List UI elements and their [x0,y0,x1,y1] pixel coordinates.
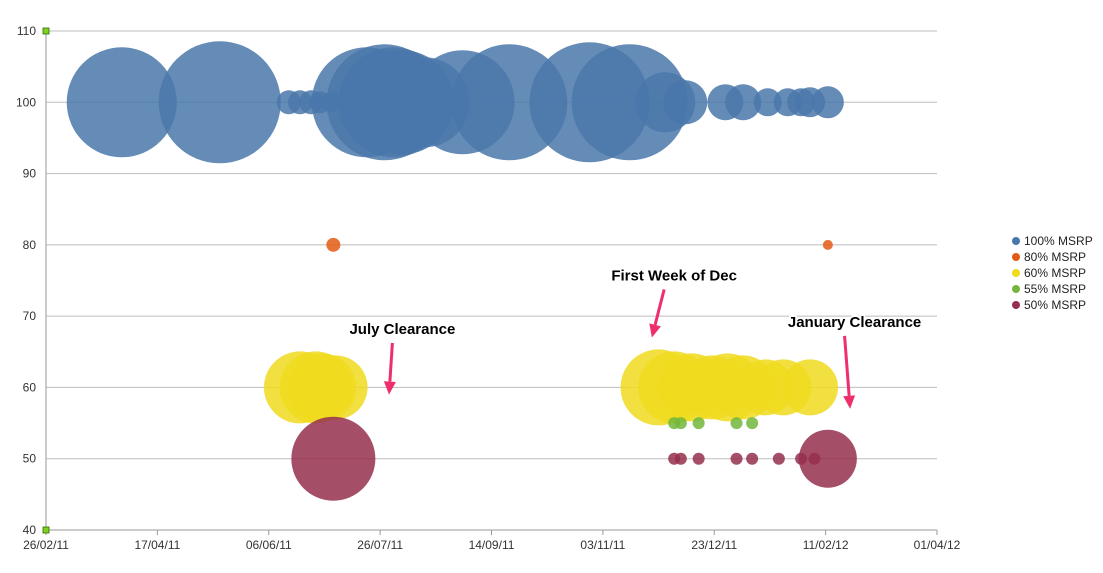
bubble [674,452,687,465]
x-tick-label: 01/04/12 [914,538,961,552]
bubble [753,88,782,117]
bubble [730,452,743,465]
y-tick-label: 60 [23,380,37,394]
annotation-arrowhead [383,381,396,395]
legend-marker [1012,269,1020,277]
bubble [746,452,759,465]
bubble [158,41,281,164]
annotation-arrowhead [843,395,856,409]
bubble [674,417,687,430]
bubble [692,417,705,430]
legend-marker [1012,301,1020,309]
x-tick-label: 11/02/12 [803,538,849,552]
bubble [66,47,177,158]
bubble [772,452,785,465]
annotation-arrow [653,289,666,326]
bubbles-layer [66,41,857,501]
legend-marker [1012,253,1020,261]
x-tick-label: 23/12/11 [691,538,737,552]
y-tick-label: 80 [23,238,37,252]
annotation-arrow [843,335,851,396]
legend-marker [1012,285,1020,293]
x-tick-label: 06/06/11 [246,538,292,552]
x-tick-label: 17/04/11 [134,538,180,552]
x-tick-label: 03/11/11 [580,538,625,552]
y-tick-label: 70 [23,309,37,323]
bubble [798,429,857,488]
bubble [692,452,705,465]
x-tick-label: 26/07/11 [357,538,403,552]
legend-label: 55% MSRP [1024,282,1086,296]
y-tick-label: 90 [23,167,37,181]
annotation-arrow [388,342,394,382]
legend-label: 60% MSRP [1024,266,1086,280]
legend: 100% MSRP 80% MSRP 60% MSRP 55% MSRP 50% MSR… [1012,234,1093,312]
bubble [730,417,743,430]
bubble [326,237,341,252]
bubble [822,239,833,250]
bubble [663,80,708,125]
y-tick-label: 50 [23,452,37,466]
annotation-arrowhead [649,323,661,338]
x-tick-label: 14/09/11 [469,538,515,552]
annotation-label: July Clearance [349,321,455,338]
annotations-layer: July Clearance First Week of Dec January C… [348,266,923,409]
x-tick-label: 26/02/11 [23,538,69,552]
axis-end-handle [42,27,50,35]
y-tick-label: 40 [23,523,37,537]
legend-marker [1012,237,1020,245]
annotation-label: January Clearance [788,314,921,331]
bubble [746,417,759,430]
legend-label: 100% MSRP [1024,234,1093,248]
y-tick-label: 100 [16,95,36,109]
bubble [725,84,762,121]
annotation-label: First Week of Dec [611,268,737,285]
bubble [782,359,839,416]
legend-label: 50% MSRP [1024,298,1086,312]
y-tick-label: 110 [17,24,36,38]
bubble [291,416,376,501]
bubble [303,355,368,420]
axes: 40 50 60 70 80 90 100 110 26/02/11 17/04/11 06/06/… [16,24,961,552]
legend-label: 80% MSRP [1024,250,1086,264]
bubble [811,86,844,119]
axis-end-handle [42,526,50,534]
